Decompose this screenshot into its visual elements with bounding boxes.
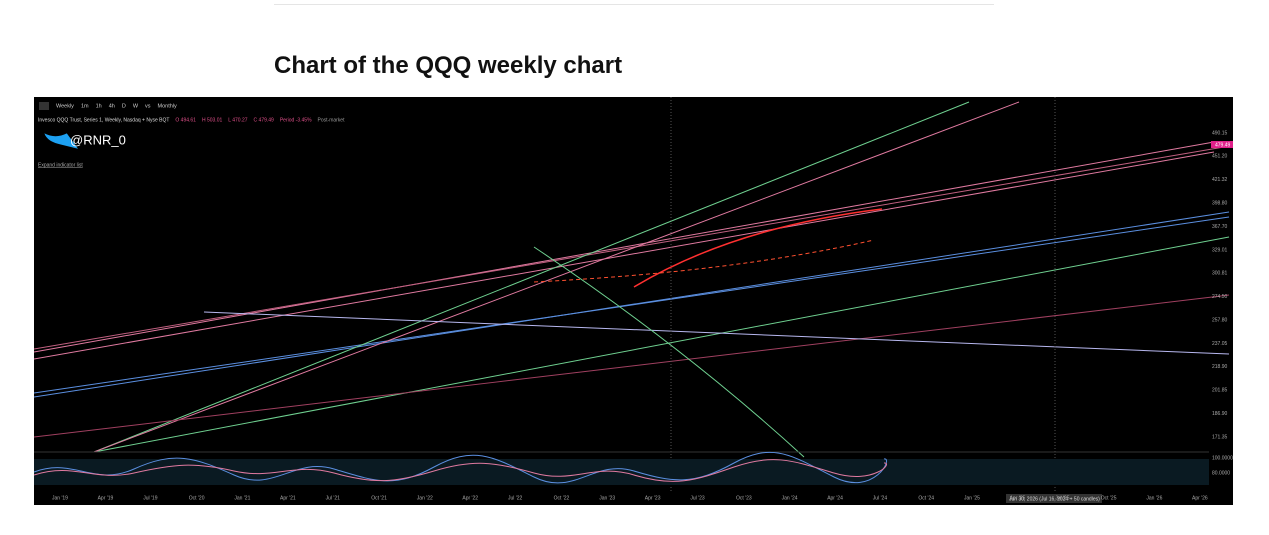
time-label: Jan '26 xyxy=(1146,495,1162,501)
price-label: 237.05 xyxy=(1212,341,1228,347)
legend-high: H 503.01 xyxy=(202,117,223,123)
trend-line xyxy=(33,216,1230,394)
time-label: Apr '21 xyxy=(280,495,296,501)
price-label: 490.15 xyxy=(1212,130,1228,136)
time-label: Apr '26 xyxy=(1192,495,1208,501)
heading: Chart of the QQQ weekly chart xyxy=(274,52,623,79)
handle: @RNR_0 xyxy=(70,132,126,147)
crosshair-bg xyxy=(1006,494,1102,503)
trend-line xyxy=(93,236,1230,453)
price-label: 186.90 xyxy=(1212,411,1228,417)
oscillator-line xyxy=(33,459,887,482)
price-label: 451.20 xyxy=(1212,154,1228,160)
time-label: Oct '24 xyxy=(918,495,934,501)
time-label: Apr '19 xyxy=(98,495,114,501)
toolbar-item[interactable]: vs xyxy=(145,103,151,109)
time-label: Jan '23 xyxy=(599,495,615,501)
chart-canvas: @RNR_0 Expand indicator list 479.49 Jun … xyxy=(33,97,1233,503)
time-label: Jan '25 xyxy=(964,495,980,501)
toolbar-item[interactable]: D xyxy=(122,103,126,109)
time-label: Oct '22 xyxy=(554,495,570,501)
price-label: 274.50 xyxy=(1212,294,1228,300)
price-label: 218.90 xyxy=(1212,364,1228,370)
time-label: Apr '25 xyxy=(1010,495,1026,501)
moving-average-dashed xyxy=(533,239,875,283)
legend-symbol: Invesco QQQ Trust, Series 1, Weekly, Nas… xyxy=(38,117,169,123)
price-label: 329.01 xyxy=(1212,247,1228,253)
trend-line xyxy=(33,141,1215,353)
moving-average xyxy=(633,208,883,288)
trend-curve xyxy=(533,246,805,458)
toolbar-item[interactable]: Monthly xyxy=(158,103,178,109)
price-label: 171.35 xyxy=(1212,434,1228,440)
time-label: Apr '22 xyxy=(462,495,478,501)
price-label: 421.32 xyxy=(1212,177,1228,183)
time-label: Jul '24 xyxy=(873,495,888,501)
toolbar-item[interactable]: W xyxy=(133,103,139,109)
trend-line xyxy=(33,294,1230,438)
toolbar-item[interactable]: Weekly xyxy=(56,103,74,109)
time-label: Jan '22 xyxy=(417,495,433,501)
legend-open: O 494.61 xyxy=(175,117,196,123)
price-tag: 479.49 xyxy=(1215,142,1231,148)
time-label: Jan '19 xyxy=(52,495,68,501)
legend-session: Post-market xyxy=(318,117,346,123)
trend-line xyxy=(33,146,1225,350)
time-label: Oct '20 xyxy=(189,495,205,501)
toolbar-icon[interactable] xyxy=(39,102,49,110)
oscillator-line xyxy=(33,451,887,484)
twitter-icon xyxy=(44,133,78,149)
time-label: Apr '24 xyxy=(827,495,843,501)
price-label: 398.80 xyxy=(1212,200,1228,206)
legend-low: L 470.27 xyxy=(228,117,247,123)
time-label: Jul '25 xyxy=(1055,495,1070,501)
time-label: Oct '21 xyxy=(371,495,387,501)
expand-link[interactable]: Expand indicator list xyxy=(38,162,83,168)
time-label: Jul '22 xyxy=(508,495,523,501)
price-label: 367.70 xyxy=(1212,224,1228,230)
time-label: Oct '23 xyxy=(736,495,752,501)
price-label: 201.85 xyxy=(1212,388,1228,394)
price-tag-bg xyxy=(1211,141,1233,148)
time-label: Jul '21 xyxy=(326,495,341,501)
trend-line xyxy=(33,151,1215,360)
legend-period: Period -3.45% xyxy=(280,117,312,123)
time-label: Jul '19 xyxy=(143,495,158,501)
toolbar-item[interactable]: 1m xyxy=(81,103,89,109)
toolbar-item[interactable]: 4h xyxy=(109,103,115,109)
chart-image: @RNR_0 Expand indicator list 479.49 Jun … xyxy=(33,97,1233,505)
trend-line xyxy=(93,101,1020,453)
legend-close: C 479.49 xyxy=(254,117,275,123)
toolbar-item[interactable]: 1h xyxy=(96,103,102,109)
time-label: Jan '24 xyxy=(782,495,798,501)
time-label: Jul '23 xyxy=(690,495,705,501)
divider xyxy=(274,4,994,5)
price-label: 300.81 xyxy=(1212,271,1228,277)
trend-lines xyxy=(33,97,1230,492)
time-label: Jan '21 xyxy=(234,495,250,501)
time-label: Apr '23 xyxy=(645,495,661,501)
price-label: 257.80 xyxy=(1212,317,1228,323)
oscillator-label: 80.0000 xyxy=(1212,470,1230,476)
trend-line xyxy=(93,101,970,453)
oscillator-label: 100.0000 xyxy=(1212,455,1233,461)
time-label: Oct '25 xyxy=(1101,495,1117,501)
trend-line xyxy=(203,311,1230,355)
crosshair-label: Jun 30, 2026 (Jul 16, 2024 + 50 candles) xyxy=(1009,496,1100,502)
